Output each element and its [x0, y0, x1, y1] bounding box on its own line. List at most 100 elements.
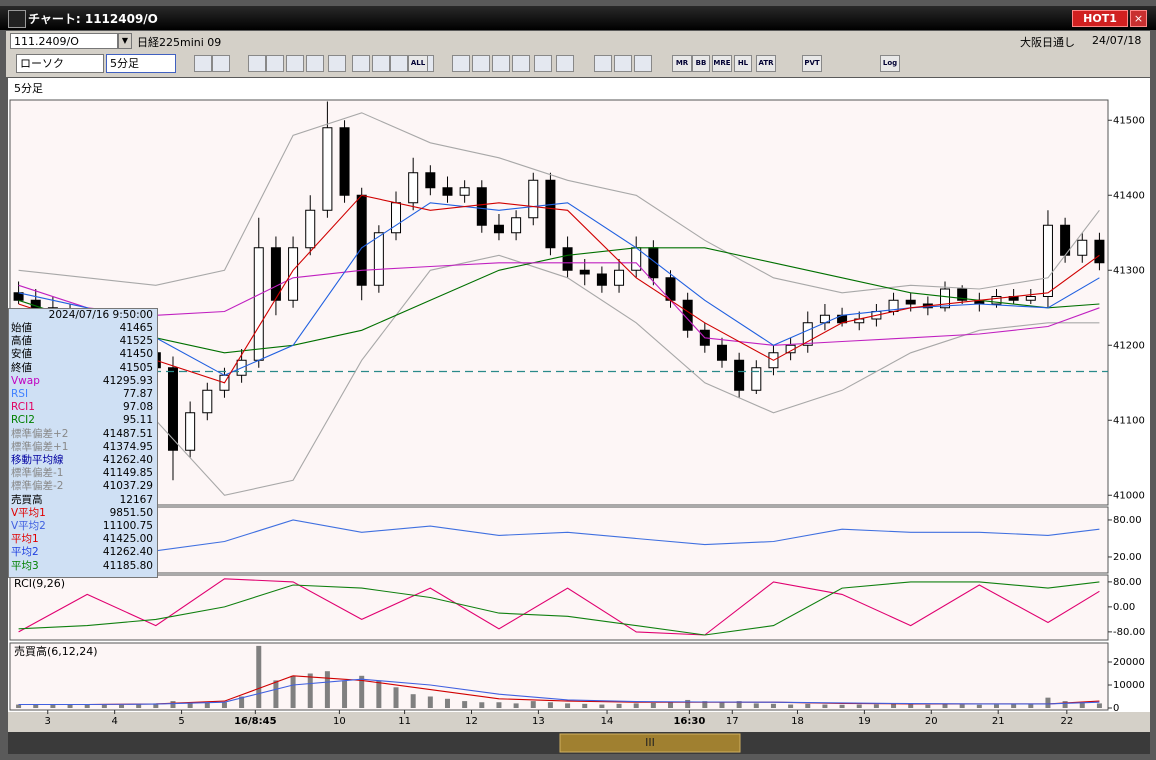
candle-body — [339, 127, 350, 196]
volume-bar — [788, 704, 794, 708]
tool-icon[interactable] — [306, 55, 324, 72]
volume-bar — [565, 703, 571, 708]
candle-body — [408, 172, 419, 204]
tool-icon[interactable] — [266, 55, 284, 72]
tool-button[interactable]: ALL — [408, 55, 428, 72]
tool-button[interactable]: HL — [734, 55, 752, 72]
volume-bar — [719, 702, 725, 708]
info-row: 終値 41505 — [11, 362, 155, 375]
tool-button[interactable]: Log — [880, 55, 900, 72]
tool-button[interactable]: MRE — [712, 55, 732, 72]
x-tick-label: 17 — [726, 716, 739, 727]
info-row: RSI 77.87 — [11, 388, 155, 401]
candle-body — [511, 217, 522, 234]
candle-body — [425, 172, 436, 189]
interval-select[interactable]: 5分足 — [106, 54, 176, 73]
volume-bar — [668, 702, 674, 708]
tool-icon[interactable] — [492, 55, 510, 72]
tool-button[interactable]: ATR — [756, 55, 776, 72]
tool-icon[interactable] — [512, 55, 530, 72]
tool-icon[interactable] — [372, 55, 390, 72]
tool-button[interactable]: PVT — [802, 55, 822, 72]
scroll-grip: III — [645, 736, 655, 749]
x-tick-label: 21 — [992, 716, 1005, 727]
indicator-line — [18, 519, 1100, 552]
symbol-input[interactable]: 111.2409/O — [10, 33, 118, 49]
tool-icon[interactable] — [472, 55, 490, 72]
tool-icon[interactable] — [614, 55, 632, 72]
volume-bar — [513, 703, 519, 708]
volume-bar — [616, 703, 622, 708]
info-value: 41262.40 — [102, 546, 153, 559]
x-tick-label: 19 — [858, 716, 871, 727]
tool-icon[interactable] — [248, 55, 266, 72]
indicator-line — [18, 194, 1100, 384]
tool-icon[interactable] — [452, 55, 470, 72]
hot-button[interactable]: HOT1 — [1072, 10, 1128, 27]
candle-body — [1094, 239, 1105, 264]
tool-icon[interactable] — [634, 55, 652, 72]
date-label: 24/07/18 — [1092, 34, 1142, 47]
volume-bar — [959, 704, 965, 708]
x-tick-label: 12 — [465, 716, 478, 727]
chart-style-select[interactable]: ローソク — [16, 54, 104, 73]
tool-icon[interactable] — [534, 55, 552, 72]
info-value: 41425.00 — [102, 533, 153, 546]
tool-icon[interactable] — [556, 55, 574, 72]
tool-icon[interactable] — [328, 55, 346, 72]
info-value: 97.08 — [122, 401, 153, 414]
tool-icon[interactable] — [594, 55, 612, 72]
x-tick-label: 13 — [532, 716, 545, 727]
info-label: RSI — [11, 388, 29, 400]
panel-background — [9, 642, 1109, 711]
indicator-line — [18, 262, 1100, 346]
tool-icon[interactable] — [390, 55, 408, 72]
panel-title: RCI(9,26) — [14, 577, 65, 590]
info-value: 41465 — [119, 322, 153, 334]
volume-bar — [582, 703, 588, 708]
dropdown-arrow[interactable]: ▼ — [118, 33, 132, 49]
volume-bar — [770, 703, 776, 708]
scroll-thumb[interactable] — [559, 733, 741, 753]
y-tick-label: 41100 — [1113, 415, 1145, 426]
info-value: 41374.95 — [102, 440, 153, 453]
info-value: 41505 — [119, 361, 153, 374]
candle-body — [596, 273, 607, 286]
volume-bar — [307, 673, 313, 708]
tool-button[interactable]: MR — [672, 55, 692, 72]
tool-icon[interactable] — [212, 55, 230, 72]
session-label: 大阪日通し — [1020, 36, 1075, 49]
info-label: 平均2 — [11, 546, 39, 559]
indicator-line — [18, 678, 1100, 706]
info-label: 移動平均線 — [11, 454, 64, 466]
y-tick-label: 20.00 — [1113, 552, 1142, 563]
panel-title: 5分足 — [14, 82, 43, 95]
info-timestamp: 2024/07/16 9:50:00 — [48, 309, 153, 321]
candle-body — [185, 412, 196, 451]
tool-button[interactable]: BB — [692, 55, 710, 72]
y-tick-label: 41200 — [1113, 340, 1145, 351]
volume-bar — [342, 680, 348, 708]
info-row: RCI1 97.08 — [11, 401, 155, 414]
candle-body — [493, 224, 504, 234]
tool-icon[interactable] — [194, 55, 212, 72]
volume-bar — [925, 704, 931, 708]
tool-icon[interactable] — [286, 55, 304, 72]
candle-body — [734, 359, 745, 391]
panel-title: 売買高(6,12,24) — [14, 644, 98, 658]
y-tick-label: -80.00 — [1113, 627, 1145, 638]
volume-bar — [84, 705, 90, 708]
volume-bar — [16, 704, 22, 708]
volume-bar — [702, 701, 708, 708]
candle-body — [288, 247, 299, 301]
panel-background — [9, 574, 1109, 641]
volume-bar — [221, 702, 227, 708]
info-row: 標準偏差+1 41374.95 — [11, 441, 155, 454]
x-tick-label: 16:30 — [673, 716, 705, 727]
candle-body — [476, 187, 487, 226]
tool-icon[interactable] — [352, 55, 370, 72]
info-panel: 2024/07/16 9:50:00 始値 41465 高値 41525 安値 41450… — [8, 308, 158, 578]
info-label: 標準偏差-2 — [11, 480, 64, 493]
candle-body — [1025, 296, 1036, 301]
close-button[interactable]: × — [1130, 10, 1147, 27]
